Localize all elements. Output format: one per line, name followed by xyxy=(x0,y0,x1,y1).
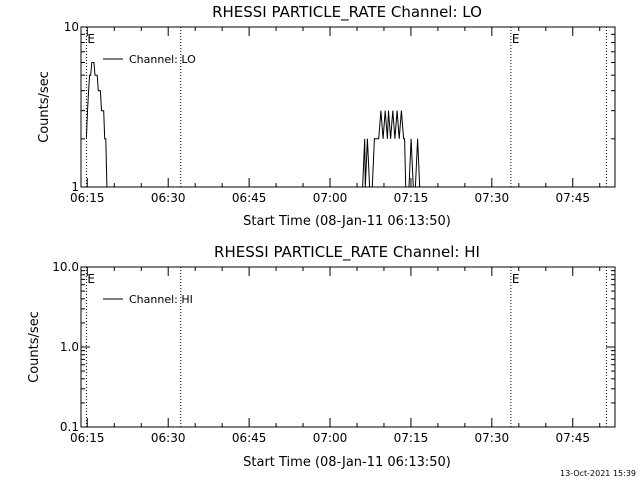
panel-hi-ylabel: Counts/sec xyxy=(27,311,42,383)
panel-hi-xtick-label: 07:30 xyxy=(475,431,510,445)
panel-lo-xtick-label: 07:15 xyxy=(394,191,429,205)
panel-lo-xtick-label: 06:30 xyxy=(151,191,186,205)
panel-hi-title: RHESSI PARTICLE_RATE Channel: HI xyxy=(214,243,480,262)
panel-lo: RHESSI PARTICLE_RATE Channel: LO Start T… xyxy=(37,3,482,229)
panel-lo-series-line xyxy=(362,110,424,188)
panel-lo-xtick-label: 07:00 xyxy=(313,191,348,205)
footer-timestamp: 13-Oct-2021 15:39 xyxy=(560,469,636,478)
panel-lo-ytick-label: 1 xyxy=(71,180,79,194)
panel-hi-ytick-label: 1.0 xyxy=(60,340,79,354)
panel-hi-xtick-label: 06:45 xyxy=(232,431,267,445)
panel-lo-xlabel: Start Time (08-Jan-11 06:13:50) xyxy=(243,214,451,229)
panel-lo-series-line xyxy=(85,62,120,188)
panel-hi-xtick-label: 07:00 xyxy=(313,431,348,445)
panel-lo-xtick-label: 06:45 xyxy=(232,191,267,205)
panel-hi: RHESSI PARTICLE_RATE Channel: HI Start T… xyxy=(27,243,480,470)
panel-hi-axes-frame xyxy=(80,266,616,428)
panel-lo-title: RHESSI PARTICLE_RATE Channel: LO xyxy=(212,3,482,22)
panel-hi-xlabel: Start Time (08-Jan-11 06:13:50) xyxy=(243,455,451,470)
panel-lo-marker-e: E xyxy=(512,32,520,46)
panel-hi-marker-e: E xyxy=(512,272,520,286)
panel-lo-xtick-label: 06:15 xyxy=(70,191,105,205)
panel-hi-ytick-label: 0.1 xyxy=(60,420,79,434)
panel-lo-xtick-label: 07:30 xyxy=(475,191,510,205)
panel-hi-xtick-label: 07:15 xyxy=(394,431,429,445)
panel-lo-ytick-label: 10 xyxy=(64,20,79,34)
panel-lo-marker-e: E xyxy=(87,32,95,46)
panel-lo-ylabel: Counts/sec xyxy=(37,71,52,143)
panel-hi-xtick-label: 06:30 xyxy=(151,431,186,445)
panel-hi-xtick-label: 06:15 xyxy=(70,431,105,445)
panel-hi-marker-e: E xyxy=(87,272,95,286)
panel-hi-legend-label: Channel: HI xyxy=(129,293,193,306)
panel-lo-axes-frame xyxy=(80,26,616,188)
panel-lo-legend-label: Channel: LO xyxy=(129,53,196,66)
panel-hi-ytick-label: 10.0 xyxy=(52,260,79,274)
panel-lo-xtick-label: 07:45 xyxy=(555,191,590,205)
panel-hi-xtick-label: 07:45 xyxy=(555,431,590,445)
